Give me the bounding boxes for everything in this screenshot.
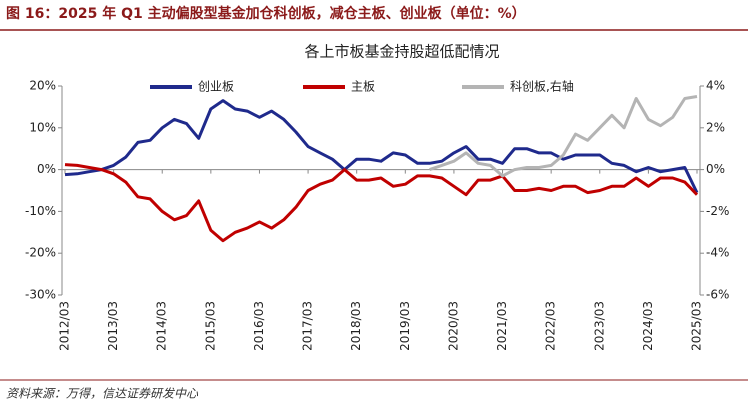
y-tick-label: 10% xyxy=(29,120,56,134)
y-tick-label: -10% xyxy=(25,204,56,218)
y2-tick-label: -6% xyxy=(706,288,729,302)
legend-label: 科创板,右轴 xyxy=(510,79,574,94)
y2-tick-label: -2% xyxy=(706,204,729,218)
y2-tick-label: -4% xyxy=(706,246,729,260)
x-tick-label: 2022/03 xyxy=(544,301,558,351)
figure-title: 图 16：2025 年 Q1 主动偏股型基金加仓科创板，减仓主板、创业板（单位：… xyxy=(6,5,526,22)
source: 资料来源：万得，信达证券研发中心 xyxy=(6,387,199,401)
y2-tick-label: 2% xyxy=(706,120,725,134)
series-line xyxy=(64,99,699,194)
x-tick-label: 2012/03 xyxy=(58,301,72,351)
y-tick-label: -30% xyxy=(25,288,56,302)
series-line xyxy=(64,163,699,243)
y2-tick-label: 0% xyxy=(706,162,725,176)
y-tick-label: 0% xyxy=(37,162,56,176)
y-tick-label: 20% xyxy=(29,79,56,93)
x-tick-label: 2018/03 xyxy=(349,301,363,351)
x-tick-label: 2017/03 xyxy=(301,301,315,351)
legend-label: 主板 xyxy=(351,80,375,94)
x-tick-label: 2016/03 xyxy=(252,301,266,351)
y2-tick-label: 4% xyxy=(706,79,725,93)
legend-label: 创业板 xyxy=(198,80,234,94)
x-tick-label: 2015/03 xyxy=(203,301,217,351)
y-tick-label: -20% xyxy=(25,246,56,260)
x-tick-label: 2020/03 xyxy=(446,301,460,351)
x-tick-label: 2023/03 xyxy=(592,301,606,351)
x-tick-label: 2025/03 xyxy=(690,301,704,351)
x-tick-label: 2019/03 xyxy=(398,301,412,351)
x-tick-label: 2021/03 xyxy=(495,301,509,351)
chart-title: 各上市板基金持股超低配情况 xyxy=(304,43,499,61)
series-line xyxy=(429,95,698,178)
x-tick-label: 2014/03 xyxy=(155,301,169,351)
x-tick-label: 2013/03 xyxy=(106,301,120,351)
x-tick-label: 2024/03 xyxy=(641,301,655,351)
